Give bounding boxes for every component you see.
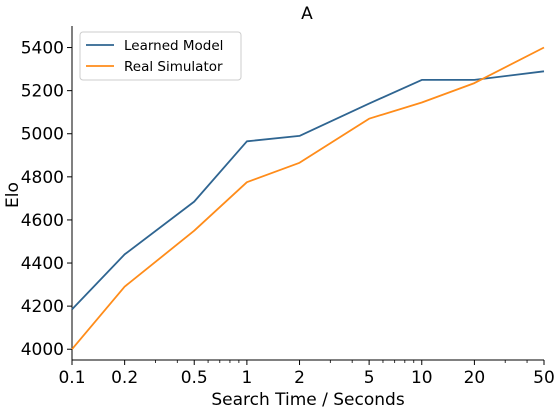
x-tick-label: 0.5 <box>181 368 208 388</box>
y-tick-label: 4200 <box>21 297 64 317</box>
y-tick-label: 4000 <box>21 340 64 360</box>
x-tick-label: 2 <box>294 368 305 388</box>
x-tick-label: 50 <box>533 368 555 388</box>
x-tick-label: 0.2 <box>111 368 138 388</box>
y-tick-label: 5400 <box>21 39 64 59</box>
y-tick-label: 4600 <box>21 211 64 231</box>
legend: Learned Model Real Simulator <box>79 31 242 81</box>
y-axis-label: Elo <box>3 182 23 208</box>
y-tick-label: 5000 <box>21 125 64 145</box>
legend-box <box>79 31 242 81</box>
x-tick-label: 5 <box>364 368 375 388</box>
x-tick-label: 0.1 <box>58 368 85 388</box>
y-tick-label: 4800 <box>21 168 64 188</box>
x-tick-label: 1 <box>241 368 252 388</box>
y-tick-label: 4400 <box>21 254 64 274</box>
series-line <box>71 46 545 350</box>
series-lines <box>71 46 545 350</box>
series-line <box>71 70 545 311</box>
x-tick-label: 10 <box>411 368 433 388</box>
y-tick-label: 5200 <box>21 82 64 102</box>
chart-title: A <box>301 4 313 24</box>
legend-label: Real Simulator <box>124 59 223 75</box>
axes: 0.1 0.2 0.5 1 2 5 10 20 50 4000 4200 4400 4600 4800 50… <box>21 26 555 388</box>
legend-label: Learned Model <box>124 38 223 54</box>
x-axis-label: Search Time / Seconds <box>211 390 405 410</box>
x-tick-label: 20 <box>464 368 486 388</box>
